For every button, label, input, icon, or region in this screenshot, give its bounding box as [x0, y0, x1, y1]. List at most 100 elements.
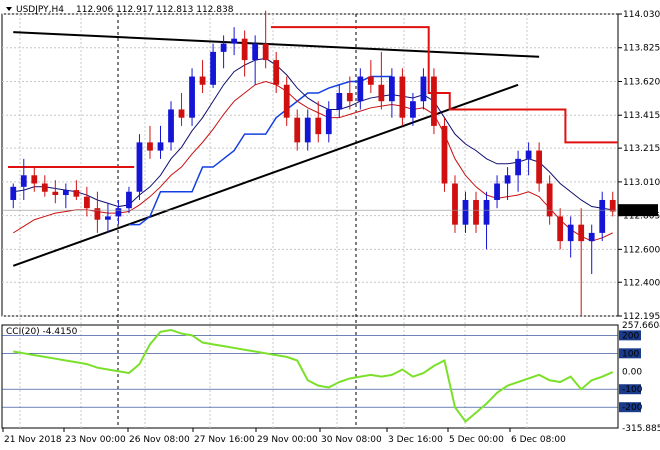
ichimoku-line: [128, 75, 392, 226]
candle-body: [73, 190, 80, 197]
time-tick-label: 29 Nov 00:00: [257, 435, 318, 445]
cci-series-line: [13, 328, 614, 424]
moving-averages: [12, 57, 613, 242]
candle-body: [241, 38, 248, 61]
candle-body: [399, 76, 406, 118]
candle-body: [336, 92, 343, 110]
candle-body: [357, 76, 364, 102]
price-tick-label: 112.400: [623, 278, 660, 288]
ohlc-values: 112.906 112.917 112.813 112.838: [76, 5, 234, 15]
cci-line: [13, 328, 614, 424]
candle-body: [52, 191, 59, 196]
time-tick-label: 27 Nov 16:00: [194, 435, 255, 445]
candle-body: [473, 199, 479, 225]
candle-body: [588, 232, 595, 242]
time-tick-label: 3 Dec 16:00: [388, 435, 443, 445]
time-tick-label: 23 Nov 00:00: [65, 435, 126, 445]
candles: [10, 10, 616, 316]
candle-body: [452, 183, 458, 225]
candle-body: [483, 199, 490, 225]
indicator-grid: [2, 335, 618, 408]
indicator-plot-border: [1, 324, 619, 429]
cci-tick-label: 200: [622, 331, 639, 341]
candle-body: [367, 76, 374, 85]
stop-level-segment: [270, 26, 618, 144]
time-tick-label: 5 Dec 00:00: [449, 435, 504, 445]
indicator-label: CCI(20) -4.4150: [6, 327, 78, 337]
fast-ma-line: [13, 57, 613, 211]
time-tick-label: 21 Nov 2018: [4, 435, 62, 445]
candle-body: [62, 190, 69, 196]
cci-tick-label: 0.00: [622, 367, 642, 377]
candle-body: [10, 186, 17, 200]
candle-body: [273, 60, 280, 85]
candle-body: [231, 38, 238, 44]
chart-header: USDJPY,H4 112.906 112.917 112.813 112.83…: [6, 5, 234, 15]
cci-axis: 257.6604200 100 0.00 -100 -200 -315.8855: [619, 321, 660, 434]
price-tick-label: 113.215: [623, 144, 660, 154]
cci-level-tag: [619, 402, 641, 413]
cci-tick-label: -200: [622, 403, 643, 413]
price-tick-label: 112.805: [623, 212, 660, 222]
cci-tick-label: 100: [622, 349, 639, 359]
slow-ma-line: [12, 80, 613, 242]
candle-body: [504, 175, 511, 184]
candle-body: [536, 150, 543, 184]
candle-body: [462, 199, 469, 225]
candle-body: [41, 183, 48, 192]
price-tick-label: 112.195: [623, 312, 660, 322]
candle-body: [178, 109, 185, 118]
candle-body: [262, 43, 269, 61]
candle-body: [94, 208, 101, 220]
candle-body: [220, 43, 227, 52]
ichimoku-line-segment: [128, 75, 392, 226]
time-tick-label: 30 Nov 08:00: [321, 435, 382, 445]
candle-body: [546, 183, 553, 217]
time-tick-label: 6 Dec 08:00: [511, 435, 566, 445]
candle-body: [157, 142, 164, 151]
candle-body: [20, 175, 27, 187]
candle-body: [210, 51, 216, 85]
candle-body: [283, 84, 290, 118]
candle-body: [315, 117, 322, 135]
candle-body: [567, 224, 574, 242]
candle-body: [578, 224, 585, 242]
candle-body: [199, 76, 206, 85]
candle-body: [147, 142, 153, 151]
candle-body: [304, 117, 311, 143]
candle-body: [378, 84, 385, 102]
dropdown-triangle-icon[interactable]: [6, 7, 12, 11]
candle-body: [126, 191, 132, 209]
stop-level-line: [8, 26, 618, 169]
candle-body: [557, 216, 564, 242]
candle-body: [609, 199, 616, 212]
candle-body: [599, 199, 606, 233]
trendline: [13, 31, 540, 58]
candle-body: [115, 208, 122, 217]
candle-body: [388, 76, 395, 102]
cci-tick-label: 257.6604: [622, 321, 660, 331]
current-price-label: 112.838: [621, 206, 658, 216]
candle-body: [494, 183, 500, 200]
price-axis: 114.030 113.825 113.620 113.415 113.215 113.0…: [2, 10, 660, 322]
candle-body: [136, 142, 143, 192]
cci-level-tag: [619, 330, 641, 341]
candle-body: [515, 158, 521, 176]
candle-body: [168, 109, 174, 143]
current-price-tag: [618, 204, 658, 217]
price-tick-label: 113.010: [623, 178, 660, 188]
candle-body: [431, 76, 437, 126]
price-tick-label: 113.620: [623, 77, 660, 87]
price-tick-label: 114.030: [623, 10, 660, 20]
candle-body: [83, 196, 90, 209]
candle-body: [325, 109, 332, 135]
cci-level-tag: [619, 348, 641, 359]
candle-body: [525, 150, 532, 159]
time-axis: 21 Nov 2018 23 Nov 00:00 26 Nov 08:00 27 No…: [2, 428, 566, 445]
candle-body: [420, 76, 427, 102]
candle-body: [410, 101, 416, 118]
time-tick-label: 26 Nov 08:00: [129, 435, 190, 445]
candle-body: [252, 43, 259, 61]
candle-body: [189, 76, 195, 118]
